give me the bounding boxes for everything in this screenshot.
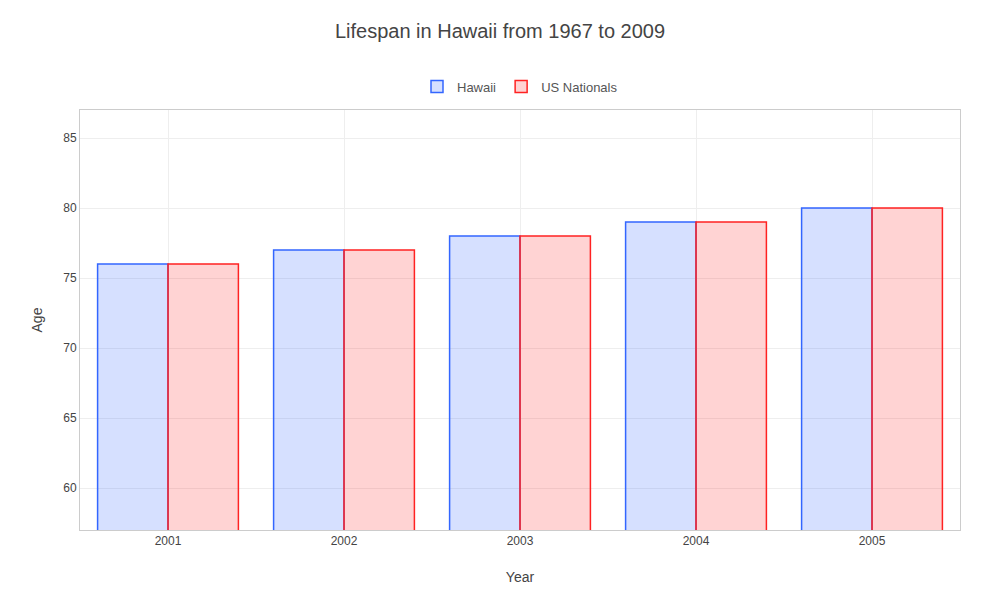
svg-text:Year: Year [506, 569, 535, 585]
svg-text:2002: 2002 [331, 534, 358, 548]
svg-text:85: 85 [63, 131, 77, 145]
svg-text:Age: Age [29, 307, 45, 332]
svg-text:Hawaii: Hawaii [457, 80, 496, 95]
svg-text:2004: 2004 [683, 534, 710, 548]
svg-text:75: 75 [63, 271, 77, 285]
svg-text:Lifespan in Hawaii from 1967 t: Lifespan in Hawaii from 1967 to 2009 [335, 20, 665, 42]
svg-text:80: 80 [63, 201, 77, 215]
svg-text:65: 65 [63, 411, 77, 425]
svg-text:2005: 2005 [859, 534, 886, 548]
svg-text:2001: 2001 [155, 534, 182, 548]
svg-text:60: 60 [63, 481, 77, 495]
svg-text:2003: 2003 [507, 534, 534, 548]
svg-text:70: 70 [63, 341, 77, 355]
svg-text:US Nationals: US Nationals [541, 80, 617, 95]
